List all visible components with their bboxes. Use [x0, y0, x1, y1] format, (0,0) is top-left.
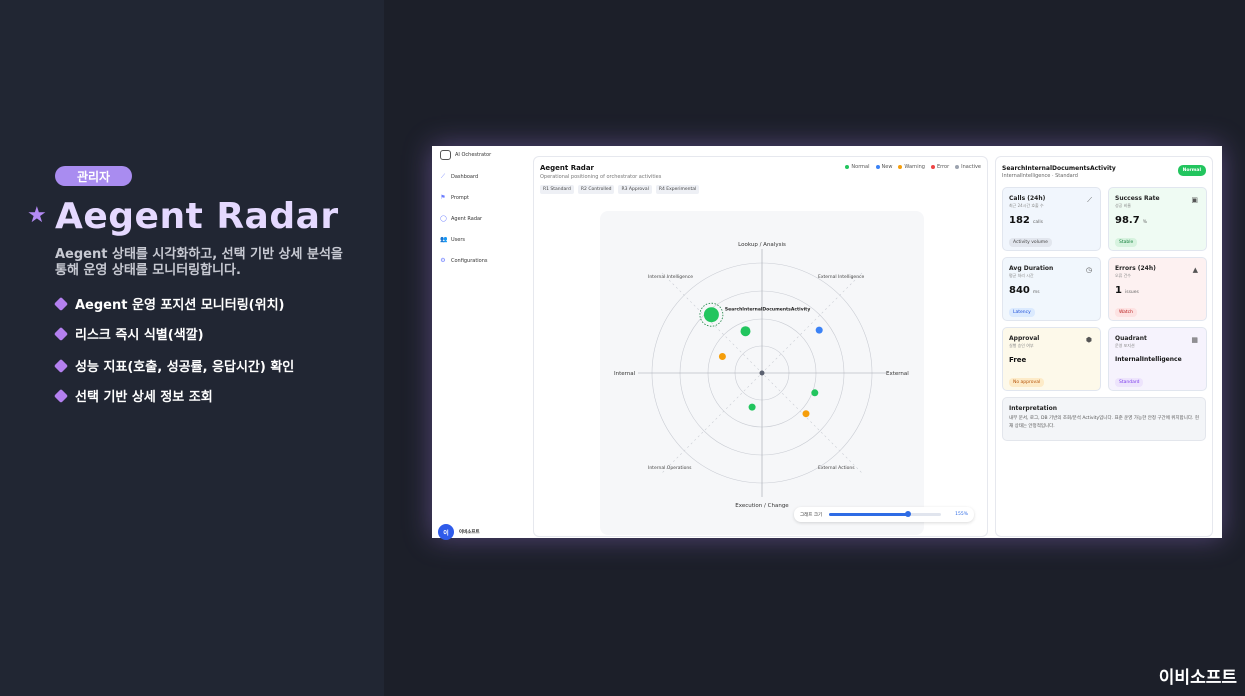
user-name: 이비소프트	[459, 530, 480, 535]
axis-label-left: Internal	[614, 371, 636, 377]
legend-dot	[845, 164, 850, 169]
sidebar: AI Ochestrator ⟋ Dashboard ⚑ Prompt ◯ Agent…	[432, 146, 532, 540]
clock-icon: ◷	[1085, 266, 1092, 274]
axis-label-right: External	[886, 371, 909, 377]
detail-title: SearchInternalDocumentsActivity	[1002, 165, 1116, 172]
metric-calls: Calls (24h) 최근 24시간 호출 수 182 calls ⟋ Acti…	[1002, 187, 1101, 251]
chip-r3[interactable]: R3 Approval	[618, 185, 652, 194]
legend-normal: Normal	[845, 164, 870, 170]
selected-point-label: SearchInternalDocumentsActivity	[725, 307, 810, 313]
brand-logo: 이비소프트	[1158, 668, 1237, 688]
chart-icon: ⟋	[1087, 196, 1092, 204]
users-icon: 👥	[440, 236, 448, 243]
left-panel: 관리자 ★ Aegent Radar Aegent 상태를 시각화하고, 선택 …	[0, 0, 384, 696]
radar-title: Aegent Radar	[540, 164, 594, 172]
diamond-icon	[53, 326, 69, 341]
metric-approval: Approval 실행 승인 여부 Free ⬢ No approval	[1002, 327, 1101, 391]
warning-icon: ▲	[1192, 266, 1198, 274]
gear-icon: ⚙	[440, 257, 446, 264]
graph-size-slider: 그래프 크기 155%	[794, 507, 974, 522]
metric-avg-duration: Avg Duration 평균 처리 시간 840 ms ◷ Latency	[1002, 257, 1101, 321]
status-legend: Normal New Warning Error Inactive	[845, 164, 981, 170]
quadrant-label-tl: Internal Intelligence	[648, 274, 693, 280]
status-badge: Normal	[1177, 165, 1206, 176]
radar-card: Aegent Radar Operational positioning of …	[533, 156, 988, 537]
sidebar-item-dashboard[interactable]: ⟋ Dashboard	[440, 173, 479, 181]
sidebar-item-agent-radar[interactable]: ◯ Agent Radar	[440, 215, 483, 223]
bullet-item: 성능 지표(호출, 성공률, 응답시간) 확인	[53, 356, 294, 375]
legend-dot	[875, 164, 880, 169]
grid-icon: ▦	[1191, 336, 1198, 344]
flag-icon: ⚑	[440, 194, 446, 201]
risk-chips: R1 Standard R2 Controlled R3 Approval R4…	[540, 185, 700, 194]
slide-description: Aegent 상태를 시각화하고, 선택 기반 상세 분석을 통해 운영 상태를…	[55, 247, 343, 278]
sidebar-item-users[interactable]: 👥 Users	[440, 236, 466, 244]
bullet-item: 선택 기반 상세 정보 조회	[53, 386, 213, 405]
bullet-item: 리스크 즉시 식별(색깔)	[53, 324, 204, 343]
legend-warning: Warning	[898, 164, 925, 170]
detail-panel: SearchInternalDocumentsActivity Internal…	[995, 156, 1213, 537]
radar-icon: ◯	[440, 215, 447, 222]
chip-r2[interactable]: R2 Controlled	[577, 185, 615, 194]
shield-icon: ⬢	[1085, 336, 1092, 344]
app-screenshot: AI Ochestrator ⟋ Dashboard ⚑ Prompt ◯ Agent…	[432, 146, 1222, 540]
chip-r1[interactable]: R1 Standard	[540, 185, 574, 194]
quadrant-label-bl: Internal Operations	[648, 465, 692, 471]
radar-point[interactable]	[740, 326, 751, 337]
role-badge: 관리자	[55, 166, 132, 186]
slider-track[interactable]	[829, 511, 942, 517]
metric-errors: Errors (24h) 오류 건수 1 issues ▲ Watch	[1108, 257, 1207, 321]
sidebar-item-prompt[interactable]: ⚑ Prompt	[440, 194, 469, 202]
axis-label-bottom: Execution / Change	[735, 503, 789, 509]
radar-subtitle: Operational positioning of orchestrator …	[540, 174, 662, 180]
radar-point[interactable]	[748, 403, 756, 411]
metric-success-rate: Success Rate 성공 비율 98.7% ▣ Stable	[1108, 187, 1207, 251]
interpretation-title: Interpretation	[1009, 405, 1057, 412]
avatar: 이	[438, 524, 454, 540]
diamond-icon	[53, 388, 69, 403]
star-icon: ★	[27, 203, 47, 228]
gauge-icon: ▣	[1191, 196, 1198, 204]
radar-point[interactable]	[811, 389, 819, 397]
radar-center	[759, 370, 765, 376]
legend-dot	[955, 164, 960, 169]
slider-thumb[interactable]	[904, 511, 911, 517]
quadrant-label-tr: External Intelligence	[818, 274, 865, 280]
quadrant-label-br: External Actions	[818, 465, 855, 471]
legend-new: New	[875, 164, 892, 170]
selected-ring	[699, 302, 724, 327]
radar-point[interactable]	[802, 410, 810, 418]
legend-error: Error	[930, 164, 949, 170]
slider-fill	[829, 513, 908, 516]
sidebar-item-configurations[interactable]: ⚙ Configurations	[440, 257, 488, 265]
slider-label: 그래프 크기	[800, 512, 823, 518]
radar-point[interactable]	[815, 326, 823, 334]
interpretation-box: Interpretation 내부 문서, 로그, DB 기반의 조회/분석 A…	[1002, 397, 1206, 441]
bullet-item: Aegent 운영 포지션 모니터링(위치)	[53, 294, 285, 313]
diamond-icon	[53, 296, 69, 311]
radar-chart[interactable]: Lookup / Analysis Execution / Change Int…	[600, 211, 924, 535]
diamond-icon	[53, 358, 69, 373]
legend-dot	[898, 164, 903, 169]
slider-value: 155%	[955, 512, 968, 517]
legend-dot	[930, 164, 935, 169]
detail-subtitle: InternalIntelligence · Standard	[1002, 173, 1078, 179]
chip-r4[interactable]: R4 Experimental	[655, 185, 700, 194]
radar-point[interactable]	[703, 307, 719, 323]
metric-quadrant: Quadrant 운영 포지션 InternalIntelligence ▦ S…	[1108, 327, 1207, 391]
robot-icon	[440, 150, 451, 160]
chart-line-icon: ⟋	[440, 173, 446, 180]
user-profile[interactable]: 이 이비소프트	[438, 524, 480, 540]
interpretation-body: 내부 문서, 로그, DB 기반의 조회/분석 Activity입니다. 표준 …	[1009, 416, 1199, 429]
app-logo: AI Ochestrator	[440, 150, 491, 160]
radar-point[interactable]	[718, 353, 726, 360]
slide-title: Aegent Radar	[55, 196, 339, 237]
axis-label-top: Lookup / Analysis	[738, 242, 786, 248]
legend-inactive: Inactive	[955, 164, 981, 170]
